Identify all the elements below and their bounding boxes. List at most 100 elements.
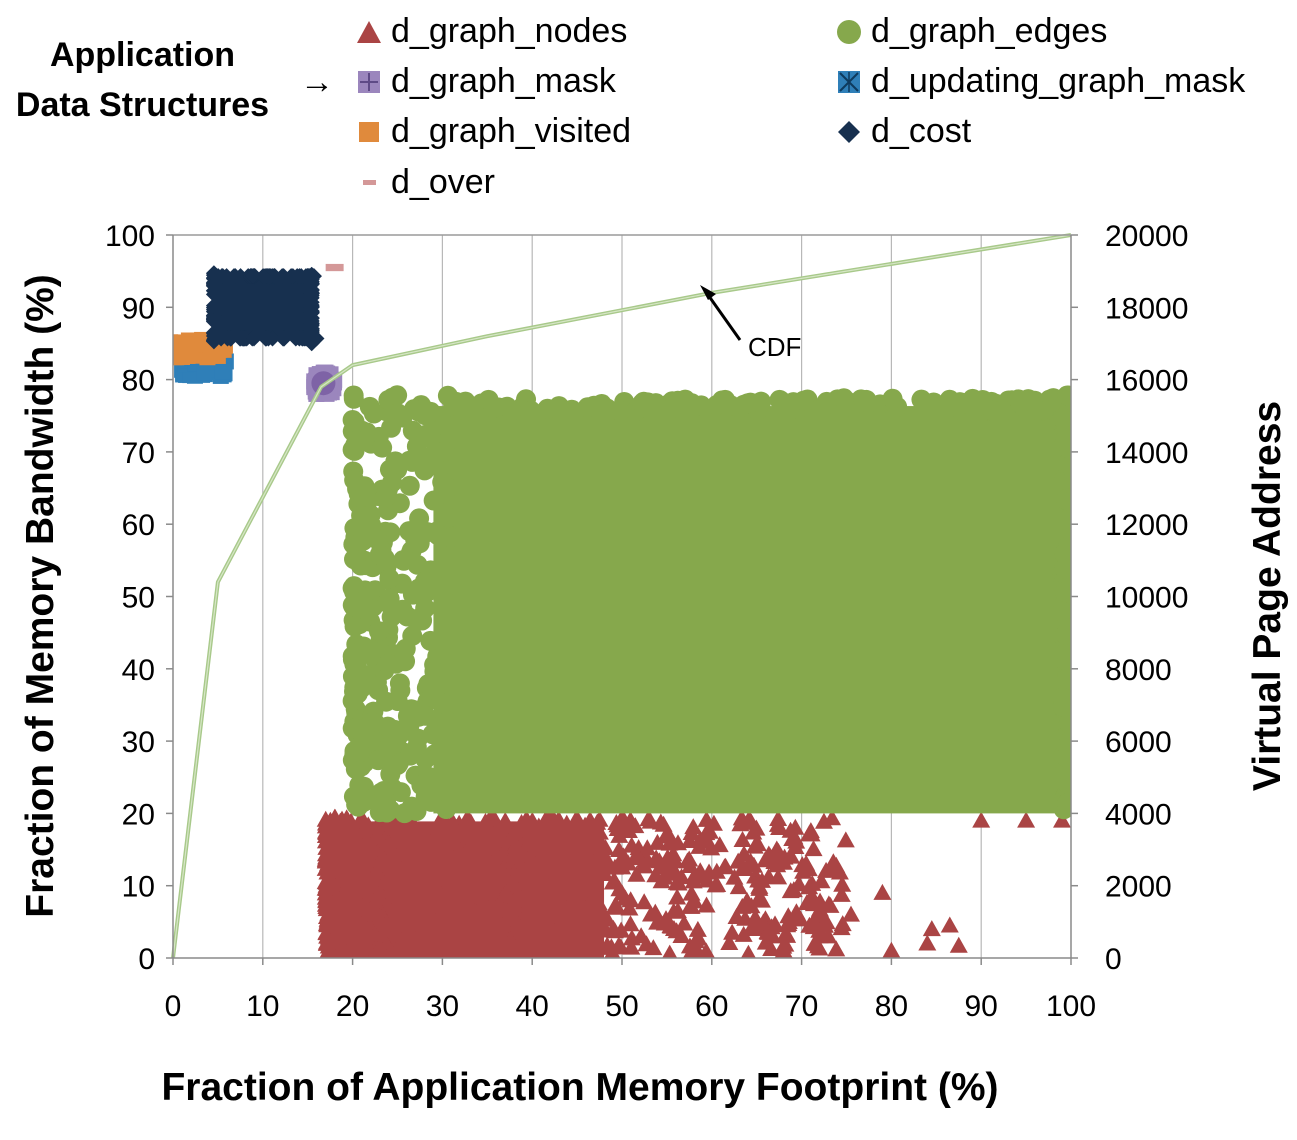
y-tick-label: 90 — [122, 292, 155, 325]
data-point — [497, 883, 516, 900]
y2-tick-label: 20000 — [1105, 220, 1188, 253]
data-point — [609, 936, 628, 953]
data-point — [622, 938, 641, 955]
data-point — [403, 849, 422, 866]
data-point — [415, 705, 436, 726]
data-point — [363, 403, 384, 424]
data-point — [563, 889, 582, 906]
data-point — [394, 803, 415, 824]
data-point — [205, 265, 222, 282]
data-point — [1054, 582, 1071, 603]
data-point — [1027, 400, 1048, 421]
data-point — [627, 865, 646, 882]
data-point — [690, 837, 709, 854]
data-point — [205, 301, 222, 318]
data-point — [407, 936, 426, 953]
data-point — [637, 935, 656, 952]
y2-tick-label: 16000 — [1105, 365, 1188, 398]
data-point — [1017, 811, 1036, 828]
data-point — [669, 874, 688, 891]
data-point — [452, 848, 471, 865]
data-point — [638, 839, 657, 856]
data-point — [319, 943, 337, 958]
data-point — [632, 393, 653, 414]
data-point — [832, 885, 851, 902]
data-point — [406, 436, 427, 457]
data-point — [734, 925, 753, 942]
data-point — [433, 693, 454, 714]
data-point — [347, 937, 366, 954]
data-point — [595, 846, 614, 863]
data-point — [918, 934, 937, 951]
data-point — [1057, 385, 1071, 406]
data-point — [811, 892, 830, 909]
data-point — [196, 364, 213, 381]
data-point — [381, 755, 402, 776]
data-point — [789, 875, 808, 892]
data-point — [585, 924, 604, 941]
data-point — [532, 830, 551, 847]
x-tick-label: 80 — [875, 990, 908, 1023]
data-point — [540, 844, 559, 861]
data-point — [1052, 408, 1071, 429]
data-point — [817, 913, 836, 930]
data-point — [438, 712, 459, 733]
data-point — [506, 836, 525, 853]
data-point — [710, 836, 729, 853]
data-point — [748, 835, 767, 852]
legend-label: d_over — [391, 163, 495, 201]
data-point — [549, 893, 568, 910]
legend-item-d-graph-mask: d_graph_mask — [355, 62, 616, 101]
data-point — [496, 811, 515, 828]
data-point — [414, 571, 435, 592]
x-tick-label: 10 — [246, 990, 279, 1023]
data-point — [422, 724, 443, 745]
data-point — [344, 549, 365, 570]
data-point — [390, 782, 411, 803]
data-point — [949, 936, 968, 953]
data-point — [380, 860, 399, 877]
data-point — [458, 826, 477, 843]
data-point — [427, 646, 448, 667]
data-point — [303, 324, 320, 341]
data-point — [571, 874, 590, 891]
data-point — [320, 911, 339, 928]
y-axis-label: Fraction of Memory Bandwidth (%) — [19, 274, 62, 918]
data-point — [325, 808, 344, 825]
data-point — [567, 822, 586, 839]
data-point — [609, 841, 628, 858]
data-point — [556, 856, 575, 873]
x-tick-label: 20 — [336, 990, 369, 1023]
data-point — [353, 728, 374, 749]
data-point — [458, 808, 477, 825]
data-point — [595, 865, 614, 882]
data-point — [770, 819, 789, 836]
data-point — [255, 268, 272, 285]
data-point — [418, 887, 437, 904]
data-point — [344, 616, 365, 637]
data-point — [661, 917, 680, 934]
data-point — [482, 855, 501, 872]
data-point — [823, 809, 842, 826]
data-point — [517, 810, 536, 827]
data-point — [827, 940, 846, 957]
data-point — [570, 842, 589, 859]
y2-axis-label: Virtual Page Address — [1246, 401, 1289, 791]
data-point — [320, 903, 339, 920]
x-tick-label: 100 — [1046, 990, 1096, 1023]
legend-title-line1: Application — [49, 36, 236, 74]
data-point — [465, 943, 483, 958]
data-point — [405, 529, 426, 550]
data-point — [615, 811, 634, 828]
legend-label: d_updating_graph_mask — [871, 62, 1246, 100]
tick-labels: 0 10 20 30 40 50 60 70 80 90 100 0 10 20 30 40 50 60 70 80 9… — [105, 220, 1189, 1023]
legend-label: d_graph_visited — [391, 112, 632, 150]
y2-tick-label: 18000 — [1105, 292, 1188, 325]
y-tick-label: 70 — [122, 437, 155, 470]
data-point — [651, 858, 670, 875]
data-point — [487, 940, 506, 957]
data-point — [733, 394, 754, 415]
data-point — [408, 860, 427, 877]
data-point — [399, 892, 418, 909]
